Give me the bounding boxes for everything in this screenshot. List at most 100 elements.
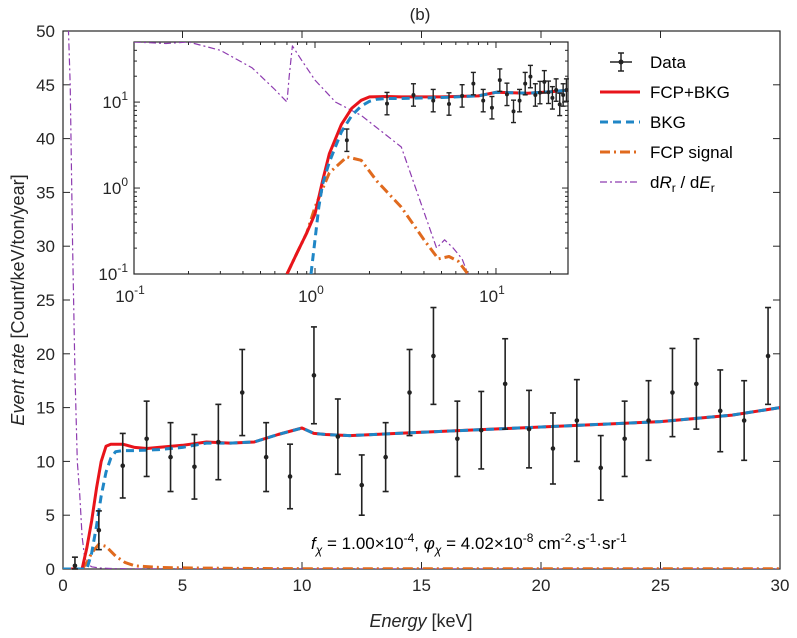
- main-data-point: [741, 418, 747, 423]
- legend-item-fcp-signal: FCP signal: [600, 143, 733, 162]
- main-ticks: 0 5 10 15 20 25 30 0 5 10 15 20 25 30 35 40 45 50: [36, 22, 789, 595]
- main-series-group: [63, 31, 780, 570]
- svg-text:dRr / dEr: dRr / dEr: [650, 173, 715, 195]
- inset-data-point: [446, 101, 451, 106]
- y-tick-label: 10: [36, 452, 55, 471]
- y-tick-label: 35: [36, 183, 55, 202]
- main-series-fcp-signal: [63, 542, 780, 569]
- main-data-point: [239, 390, 245, 395]
- y-tick-label: 15: [36, 399, 55, 418]
- inset-data-point: [471, 81, 476, 86]
- inset-y-tick-label: 101: [102, 89, 128, 112]
- svg-text:BKG: BKG: [650, 113, 686, 132]
- main-data-point: [478, 427, 484, 433]
- legend-item-bkg: BKG: [600, 113, 686, 132]
- inset-data-point: [504, 92, 509, 97]
- y-tick-label: 5: [46, 506, 55, 525]
- legend-item-data: Data: [610, 52, 686, 72]
- inset-data-point: [564, 88, 569, 93]
- main-data-point: [574, 418, 580, 423]
- main-data-point: [287, 474, 293, 479]
- chart-title: (b): [410, 5, 431, 24]
- x-tick-label: 30: [771, 576, 790, 595]
- inset-y-tick-label: 100: [102, 175, 128, 198]
- inset-data-point: [542, 79, 547, 84]
- x-tick-label: 25: [651, 576, 670, 595]
- main-data-point: [526, 426, 532, 432]
- y-axis-label: Event rate [Count/keV/ton/year]: [8, 174, 28, 425]
- legend: Data FCP+BKG BKG FCP signal dRr / dEr: [600, 52, 733, 195]
- main-data-point: [598, 465, 604, 471]
- inset-x-tick-label: 10-1: [115, 283, 145, 306]
- y-tick-label: 40: [36, 130, 55, 149]
- inset-data-point: [489, 105, 494, 110]
- inset-x-tick-label: 100: [298, 283, 324, 306]
- parameter-annotation: fχ = 1.00×10-4, φχ = 4.02×10-8 cm-2·s-1·…: [311, 531, 627, 557]
- y-tick-label: 45: [36, 76, 55, 95]
- inset-x-tick-label: 101: [479, 283, 505, 306]
- main-data-point: [335, 434, 341, 439]
- main-data-point: [431, 353, 436, 359]
- inset-data-point: [344, 138, 349, 143]
- inset-data-point: [554, 88, 559, 93]
- inset-data-point: [523, 81, 528, 86]
- svg-text:FCP+BKG: FCP+BKG: [650, 83, 730, 102]
- x-tick-label: 20: [532, 576, 551, 595]
- main-data-point: [694, 381, 699, 387]
- y-tick-label: 30: [36, 237, 55, 256]
- inset-data-point: [497, 78, 502, 83]
- main-data-point: [168, 454, 173, 460]
- main-data-point: [192, 464, 197, 470]
- x-tick-label: 0: [58, 576, 67, 595]
- y-tick-label: 20: [36, 345, 55, 364]
- inset-data-point: [511, 109, 516, 114]
- main-data-point: [96, 527, 102, 533]
- main-data-point: [359, 482, 365, 488]
- main-data-point: [622, 436, 627, 442]
- inset-data-point: [411, 92, 416, 97]
- main-data-point: [144, 436, 149, 442]
- inset-series-group: [134, 42, 569, 274]
- y-tick-label: 50: [36, 22, 55, 41]
- y-tick-label: 25: [36, 291, 55, 310]
- main-data-point: [502, 381, 508, 387]
- inset-data-point: [546, 90, 551, 95]
- inset-y-tick-label: 10-1: [98, 261, 128, 284]
- inset-data-point: [528, 74, 533, 79]
- legend-item-drdE: dRr / dEr: [600, 173, 715, 195]
- inset-series-fcp-bkg: [285, 88, 568, 274]
- main-data-point: [550, 446, 556, 451]
- legend-item-fcp-bkg: FCP+BKG: [600, 83, 730, 102]
- inset-series-drr-der: [134, 42, 469, 274]
- main-data-point: [216, 439, 221, 445]
- main-data-point: [311, 373, 317, 378]
- svg-text:Data: Data: [650, 53, 686, 72]
- main-data-point: [263, 454, 269, 460]
- x-tick-label: 5: [178, 576, 187, 595]
- inset-ticks: 10-1 100 101 10-1 100 101: [98, 41, 568, 306]
- inset-data-point: [431, 98, 436, 103]
- x-axis-label: Energy [keV]: [369, 611, 472, 631]
- main-data-point: [383, 454, 388, 460]
- inset-data-point: [460, 93, 465, 98]
- svg-text:FCP signal: FCP signal: [650, 143, 733, 162]
- main-data-point: [120, 463, 126, 469]
- inset-data-point: [533, 92, 538, 97]
- main-data-point: [670, 390, 675, 395]
- inset-series-fcp-signal: [285, 155, 470, 274]
- y-tick-label: 0: [46, 560, 55, 579]
- inset-data-point: [537, 90, 542, 95]
- x-tick-label: 15: [412, 576, 431, 595]
- x-tick-label: 10: [293, 576, 312, 595]
- main-data-point: [407, 390, 412, 395]
- main-data-point: [765, 353, 771, 359]
- inset-data-point: [550, 95, 555, 100]
- inset-data-point: [517, 98, 522, 103]
- main-data-point: [72, 563, 78, 569]
- main-data-point: [717, 408, 723, 414]
- inset-data-point: [557, 102, 562, 107]
- inset-data-point: [561, 92, 566, 97]
- inset-plot-box: [133, 41, 569, 275]
- inset-data-point: [481, 98, 486, 103]
